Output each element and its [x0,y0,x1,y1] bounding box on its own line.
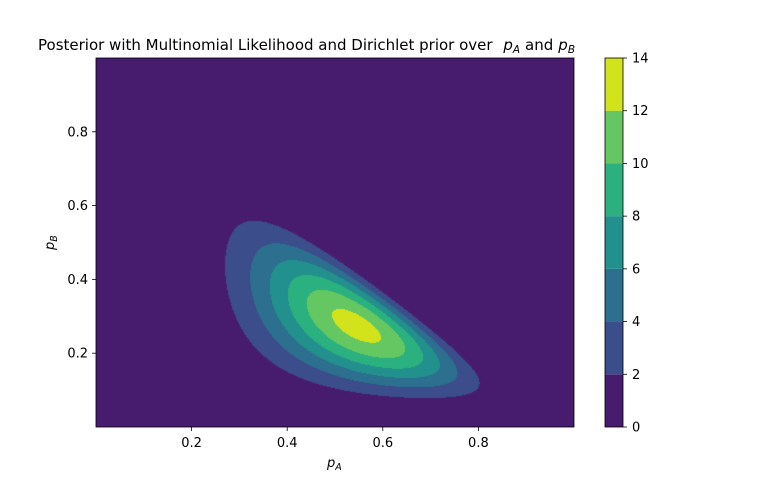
colorbar-segment [605,58,623,111]
x-axis-label-base: p [326,456,335,471]
colorbar-tick-label: 8 [632,210,640,225]
colorbar-segment [605,216,623,269]
y-tick-label: 0.2 [67,347,88,362]
y-axis-label-base: p [43,242,58,251]
colorbar-tick-label: 2 [632,368,640,383]
colorbar-segment [605,374,623,427]
y-axis-label-sub: B [49,235,60,242]
chart-title-pb: p [557,36,568,54]
colorbar-segment [605,110,623,164]
colorbar-tick-label: 4 [632,315,640,330]
colorbar-tick-label: 14 [632,52,649,67]
chart-title-text: Posterior with Multinomial Likelihood an… [38,36,497,54]
colorbar-segment [605,268,623,322]
chart-title-and: and [525,36,553,54]
chart-title-pb-sub: B [568,44,575,56]
x-tick-label: 0.4 [277,436,298,451]
colorbar-tick-label: 0 [632,421,640,436]
y-tick-label: 0.6 [67,199,88,214]
x-axis-label: pA [326,456,342,473]
x-tick-label: 0.2 [181,436,202,451]
colorbar-tick-label: 12 [632,104,649,119]
x-axis: 0.2 0.4 0.6 0.8 [181,427,489,451]
plot-area [95,57,575,428]
chart-title-pa: p [502,36,513,54]
colorbar-frame [604,57,624,428]
y-tick-label: 0.4 [67,273,88,288]
colorbar-segment [605,163,623,217]
chart-title-pa-sub: A [512,44,520,56]
chart-title: Posterior with Multinomial Likelihood an… [38,36,575,56]
x-tick-label: 0.8 [468,436,489,451]
y-axis: 0.2 0.4 0.6 0.8 [67,125,96,362]
x-tick-label: 0.6 [372,436,393,451]
contour-fill [96,58,574,427]
colorbar-tick-label: 6 [632,262,640,277]
colorbar-tick-label: 10 [632,157,649,172]
plot-frame [95,57,575,428]
colorbar-segment [605,321,623,375]
colorbar: 0 2 4 6 8 10 12 14 [604,52,649,436]
x-axis-label-sub: A [334,462,342,473]
y-axis-label: pB [43,235,60,251]
y-tick-label: 0.8 [67,125,88,140]
